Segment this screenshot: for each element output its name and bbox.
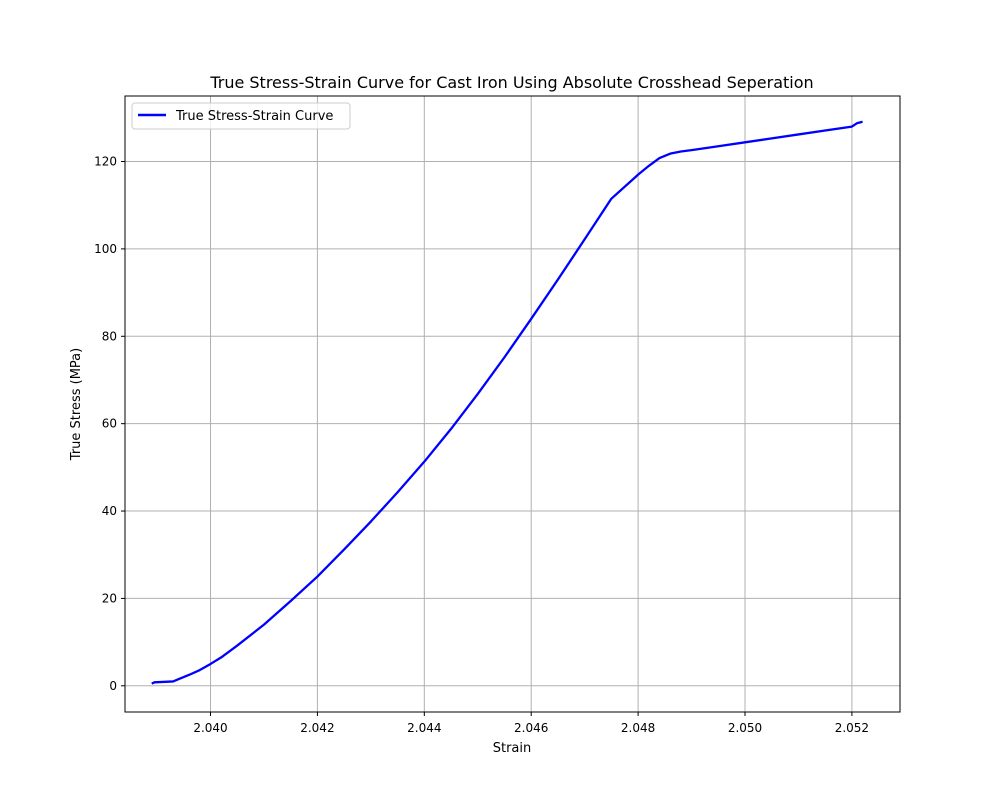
- y-axis-ticks: 0 20 40 60 80 100 120: [94, 155, 125, 693]
- y-tick-label: 60: [102, 417, 117, 431]
- x-tick-label: 2.052: [835, 721, 869, 735]
- series-line-0: [151, 120, 863, 685]
- y-tick-label: 80: [102, 329, 117, 343]
- legend-box: [131, 102, 351, 130]
- y-axis-label: True Stress (MPa): [69, 348, 84, 461]
- grid: [125, 96, 900, 712]
- y-tick-label: 40: [102, 504, 117, 518]
- y-tick-label: 20: [102, 591, 117, 605]
- x-axis-ticks: 2.040 2.042 2.044 2.046 2.048 2.050 2.052: [193, 712, 869, 735]
- series-layer: [151, 120, 863, 685]
- y-tick-label: 100: [94, 242, 117, 256]
- legend-label: True Stress-Strain Curve: [175, 109, 333, 124]
- x-tick-label: 2.048: [621, 721, 655, 735]
- y-tick-label: 0: [109, 679, 117, 693]
- x-tick-label: 2.046: [514, 721, 548, 735]
- legend: True Stress-Strain Curve: [131, 102, 351, 130]
- x-tick-label: 2.050: [728, 721, 762, 735]
- x-tick-label: 2.042: [300, 721, 334, 735]
- chart-title: True Stress-Strain Curve for Cast Iron U…: [209, 73, 813, 92]
- y-tick-label: 120: [94, 155, 117, 169]
- plot-area-frame: [124, 95, 901, 713]
- x-tick-label: 2.044: [407, 721, 441, 735]
- x-tick-label: 2.040: [193, 721, 227, 735]
- x-axis-label: Strain: [493, 741, 532, 756]
